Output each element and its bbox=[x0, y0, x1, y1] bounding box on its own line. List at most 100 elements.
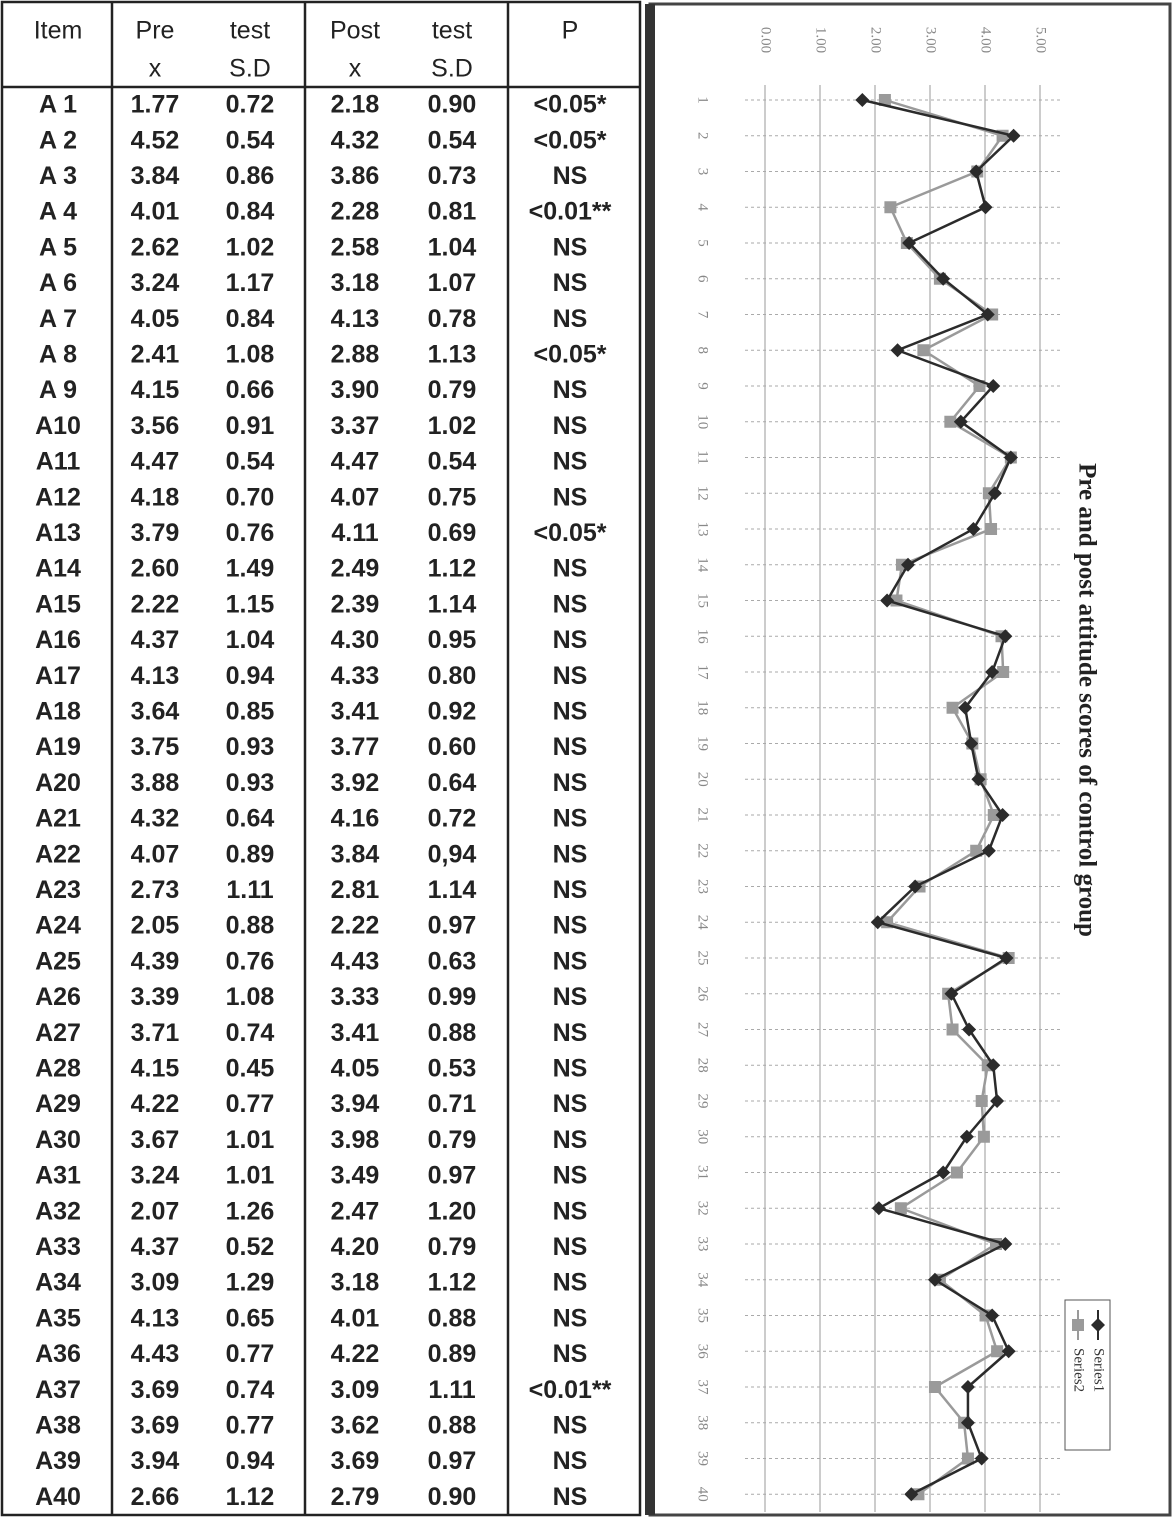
table-cell: 1.12 bbox=[226, 1483, 275, 1511]
table-cell: 3.69 bbox=[331, 1447, 380, 1475]
table-cell: 3.39 bbox=[131, 983, 180, 1011]
item-label: A 7 bbox=[39, 305, 77, 333]
x-tick-label: 12 bbox=[695, 486, 711, 501]
diamond-marker bbox=[880, 593, 895, 608]
table-cell: 1.77 bbox=[131, 91, 180, 119]
table-cell: 4.13 bbox=[131, 662, 180, 690]
table-cell: NS bbox=[553, 590, 588, 618]
table-cell: 3.84 bbox=[331, 840, 380, 868]
table-cell: 2.79 bbox=[331, 1483, 380, 1511]
table-cell: 0.54 bbox=[428, 448, 477, 476]
diamond-marker bbox=[962, 1022, 977, 1037]
table-cell: NS bbox=[553, 626, 588, 654]
item-label: A32 bbox=[35, 1197, 81, 1225]
table-cell: 4.43 bbox=[131, 1340, 180, 1368]
table-cell: 3.69 bbox=[131, 1376, 180, 1404]
item-label: A13 bbox=[35, 519, 81, 547]
legend-marker bbox=[1091, 1318, 1105, 1332]
table-cell: 0.79 bbox=[428, 376, 477, 404]
table-cell: 2.22 bbox=[331, 912, 380, 940]
table-cell: 0.85 bbox=[226, 698, 275, 726]
item-label: A11 bbox=[36, 448, 81, 476]
square-marker bbox=[997, 666, 1010, 678]
square-marker bbox=[917, 344, 930, 357]
table-cell: 0.90 bbox=[428, 91, 477, 119]
diamond-marker bbox=[890, 343, 905, 358]
x-tick-label: 27 bbox=[695, 1022, 711, 1038]
table-cell: 1.04 bbox=[226, 626, 275, 654]
table-cell: 0.93 bbox=[226, 769, 275, 797]
table-cell: 1.08 bbox=[226, 983, 275, 1011]
diamond-marker bbox=[953, 414, 968, 429]
x-tick-label: 25 bbox=[695, 951, 711, 966]
table-cell: 1.13 bbox=[428, 341, 477, 369]
table-cell: 4.18 bbox=[131, 483, 180, 511]
table-cell: 2.88 bbox=[331, 341, 380, 369]
table-cell: 1.07 bbox=[428, 269, 477, 297]
table-cell: 1.49 bbox=[226, 555, 275, 583]
table-cell: 0.78 bbox=[428, 305, 477, 333]
table-cell: NS bbox=[553, 305, 588, 333]
diamond-marker bbox=[904, 1487, 919, 1502]
table-cell: 0,94 bbox=[428, 840, 477, 868]
table-cell: <0.05* bbox=[534, 519, 607, 547]
table-cell: 0.90 bbox=[428, 1483, 477, 1511]
table-cell: NS bbox=[553, 412, 588, 440]
diamond-marker bbox=[978, 200, 993, 215]
item-label: A25 bbox=[35, 947, 81, 975]
diamond-marker bbox=[958, 700, 973, 715]
item-label: A26 bbox=[35, 983, 81, 1011]
diamond-marker bbox=[987, 486, 1002, 501]
table-cell: 2.18 bbox=[331, 91, 380, 119]
x-tick-label: 16 bbox=[695, 629, 711, 645]
table-cell: 3.90 bbox=[331, 376, 380, 404]
square-marker bbox=[975, 1095, 988, 1107]
x-tick-label: 3 bbox=[695, 168, 711, 176]
table-cell: NS bbox=[553, 1019, 588, 1047]
square-marker bbox=[878, 94, 891, 106]
item-label: A21 bbox=[35, 805, 81, 833]
table-cell: 3.09 bbox=[331, 1376, 380, 1404]
table-cell: 2.66 bbox=[131, 1483, 180, 1511]
table-cell: 1.01 bbox=[226, 1126, 275, 1154]
diamond-marker bbox=[908, 879, 923, 894]
table-cell: 3.98 bbox=[331, 1126, 380, 1154]
x-tick-label: 37 bbox=[695, 1380, 711, 1396]
square-marker bbox=[950, 1166, 963, 1179]
table-cell: 3.56 bbox=[131, 412, 180, 440]
table-cell: 3.94 bbox=[331, 1090, 380, 1118]
table-cell: 0.76 bbox=[226, 947, 275, 975]
diamond-marker bbox=[944, 986, 959, 1001]
table-cell: 0.64 bbox=[226, 805, 275, 833]
x-tick-label: 38 bbox=[695, 1415, 711, 1430]
table-cell: NS bbox=[553, 376, 588, 404]
table-cell: <0.05* bbox=[534, 91, 607, 119]
table-cell: 2.39 bbox=[331, 590, 380, 618]
table-cell: 0.99 bbox=[428, 983, 477, 1011]
table-cell: <0.05* bbox=[534, 126, 607, 154]
table-cell: 3.37 bbox=[331, 412, 380, 440]
table-cell: 0.93 bbox=[226, 733, 275, 761]
table-cell: 4.30 bbox=[331, 626, 380, 654]
diamond-marker bbox=[901, 557, 915, 572]
table-cell: 3.18 bbox=[331, 269, 380, 297]
diamond-marker bbox=[990, 1094, 1005, 1108]
table-cell: 3.69 bbox=[131, 1412, 180, 1440]
header-cell: x bbox=[349, 55, 362, 83]
header-cell: test bbox=[230, 17, 270, 45]
table-cell: 0.76 bbox=[226, 519, 275, 547]
diamond-marker bbox=[974, 1451, 989, 1466]
table-cell: 2.81 bbox=[331, 876, 380, 904]
diamond-marker bbox=[1003, 450, 1018, 465]
x-tick-label: 9 bbox=[695, 382, 711, 390]
x-tick-label: 32 bbox=[695, 1201, 711, 1216]
table-cell: 4.22 bbox=[331, 1340, 380, 1368]
x-tick-label: 22 bbox=[695, 843, 711, 858]
diamond-marker bbox=[960, 1415, 975, 1430]
table-cell: 4.32 bbox=[331, 126, 380, 154]
x-tick-label: 21 bbox=[695, 808, 711, 823]
legend-marker bbox=[1072, 1319, 1084, 1331]
item-label: A10 bbox=[35, 412, 81, 440]
table-cell: NS bbox=[553, 912, 588, 940]
